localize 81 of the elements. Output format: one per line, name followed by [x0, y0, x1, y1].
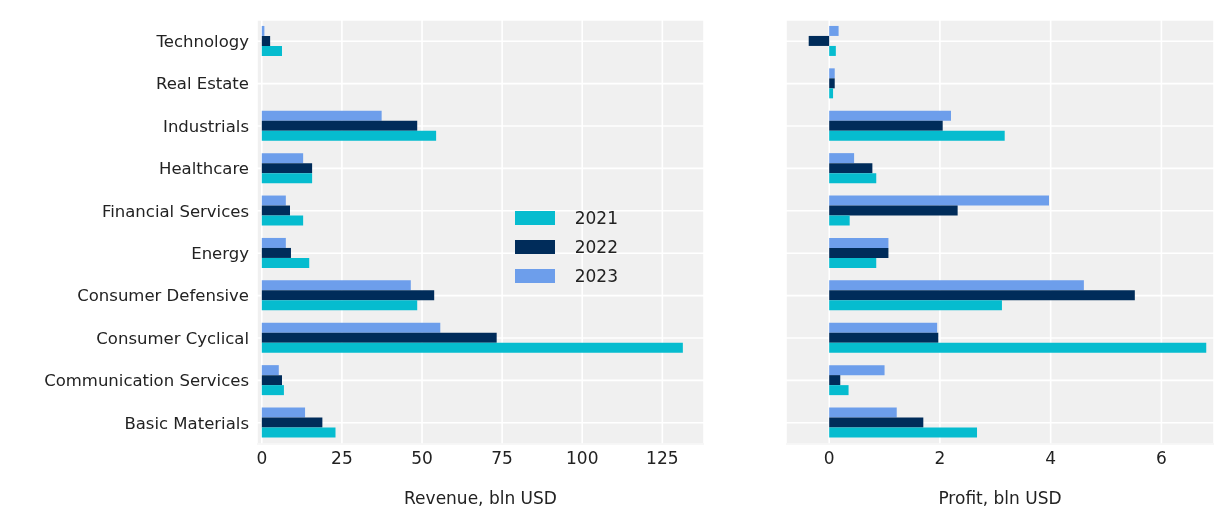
y-tick-label: Basic Materials [124, 413, 249, 433]
bar [829, 78, 835, 89]
bar [829, 110, 951, 121]
x-tick-label: 4 [1045, 448, 1057, 469]
x-tick-label: 125 [646, 448, 679, 469]
bar [261, 237, 286, 248]
bar [829, 257, 877, 268]
x-tick-label: 0 [823, 448, 835, 469]
bar [829, 215, 850, 226]
y-tick-label: Industrials [163, 116, 249, 136]
bar [261, 332, 497, 343]
bar [829, 417, 924, 428]
bar [808, 35, 830, 46]
bar [829, 375, 841, 386]
bar [261, 322, 441, 333]
bar [829, 120, 943, 131]
bar [829, 322, 938, 333]
y-tick-label: Energy [191, 244, 250, 264]
bar [829, 237, 889, 248]
x-axis-title: Profit, bln USD [938, 488, 1062, 508]
bar [829, 427, 978, 438]
bar [829, 163, 873, 174]
bar [829, 290, 1135, 301]
bar [261, 153, 304, 164]
legend-label: 2022 [574, 236, 618, 257]
bar [829, 300, 1002, 311]
y-tick-label: Consumer Defensive [77, 286, 249, 306]
x-tick-label: 100 [566, 448, 599, 469]
x-axis-title: Revenue, bln USD [404, 488, 557, 508]
y-tick-label: Healthcare [159, 159, 249, 179]
bar [829, 130, 1005, 141]
bar [261, 110, 382, 121]
bar [829, 365, 885, 376]
bar [829, 280, 1084, 291]
bar [829, 205, 958, 216]
x-tick-label: 75 [491, 448, 513, 469]
bar [261, 120, 418, 131]
bar [261, 365, 279, 376]
bar [829, 385, 849, 396]
bar [829, 88, 834, 99]
legend-label: 2021 [574, 207, 618, 228]
bar [261, 385, 284, 396]
bar [261, 257, 310, 268]
bar [261, 342, 683, 353]
bar [261, 35, 271, 46]
bar [261, 427, 336, 438]
bar [261, 247, 291, 258]
bar [261, 205, 290, 216]
legend-label: 2023 [574, 265, 618, 286]
bar [829, 342, 1207, 353]
bar [261, 290, 435, 301]
bar [261, 300, 418, 311]
bar [261, 195, 286, 206]
bar [829, 332, 939, 343]
y-tick-label: Financial Services [101, 201, 249, 221]
bar [829, 68, 835, 79]
bar [829, 195, 1049, 206]
x-tick-label: 50 [411, 448, 433, 469]
bar [829, 25, 839, 36]
bar [829, 45, 836, 56]
x-tick-label: 0 [256, 448, 268, 469]
bar [261, 215, 304, 226]
y-tick-label: Consumer Cyclical [96, 328, 249, 348]
bar [829, 407, 897, 418]
y-tick-label: Communication Services [44, 371, 249, 391]
bar [261, 417, 323, 428]
y-tick-label: Real Estate [155, 74, 249, 94]
x-tick-label: 2 [934, 448, 946, 469]
bar [261, 375, 282, 386]
bar [261, 45, 282, 56]
bar [261, 173, 313, 184]
bar [261, 407, 306, 418]
y-tick-label: Technology [155, 32, 250, 52]
x-tick-label: 6 [1155, 448, 1167, 469]
bar [261, 163, 313, 174]
x-tick-label: 25 [331, 448, 353, 469]
bar [829, 153, 855, 164]
bar [829, 247, 889, 258]
bar [261, 280, 411, 291]
bar [261, 130, 437, 141]
bar [829, 173, 877, 184]
